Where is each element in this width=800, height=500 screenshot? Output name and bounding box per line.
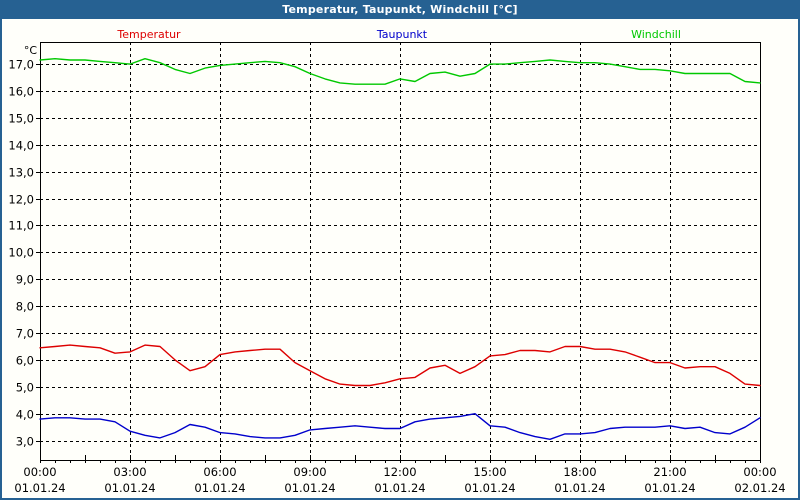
x-tick-date-label: 01.01.24 — [644, 481, 695, 495]
y-tick-label: 16,0 — [8, 85, 34, 99]
x-tick-date-label: 01.01.24 — [194, 481, 245, 495]
x-tick-date-label: 01.01.24 — [104, 481, 155, 495]
y-tick-label: 13,0 — [8, 166, 34, 180]
y-tick-label: 3,0 — [16, 435, 34, 449]
y-tick-label: 4,0 — [16, 408, 34, 422]
y-tick-label: 7,0 — [16, 327, 34, 341]
y-tick-label: 6,0 — [16, 354, 34, 368]
series-line-temperatur — [39, 344, 761, 387]
x-tick-date-label: 01.01.24 — [374, 481, 425, 495]
legend-item-temperatur: Temperatur — [117, 28, 181, 41]
series-line-windchill — [39, 58, 761, 85]
x-tick-time-label: 03:00 — [113, 465, 146, 479]
y-tick-label: 8,0 — [16, 300, 34, 314]
x-tick-date-label: 01.01.24 — [464, 481, 515, 495]
series-line-taupunkt — [39, 413, 761, 440]
page-title: Temperatur, Taupunkt, Windchill [°C] — [282, 3, 518, 16]
y-tick-label: 5,0 — [16, 381, 34, 395]
x-tick-time-label: 12:00 — [383, 465, 416, 479]
window-titlebar: Temperatur, Taupunkt, Windchill [°C] — [2, 2, 798, 19]
y-tick-label: 12,0 — [8, 193, 34, 207]
plot-frame — [40, 42, 761, 461]
x-tick-time-label: 15:00 — [473, 465, 506, 479]
y-tick-label: 14,0 — [8, 139, 34, 153]
x-tick-time-label: 00:00 — [23, 465, 56, 479]
y-tick-label: 11,0 — [8, 219, 34, 233]
y-axis-unit-label: °C — [23, 44, 37, 57]
x-tick-time-label: 09:00 — [293, 465, 326, 479]
x-tick-date-label: 01.01.24 — [554, 481, 605, 495]
x-tick-date-label: 01.01.24 — [14, 481, 65, 495]
legend-item-taupunkt: Taupunkt — [376, 28, 428, 41]
x-tick-date-label: 01.01.24 — [284, 481, 335, 495]
legend-item-windchill: Windchill — [631, 28, 681, 41]
y-tick-label: 10,0 — [8, 246, 34, 260]
y-tick-label: 17,0 — [8, 58, 34, 72]
x-tick-date-label: 02.01.24 — [734, 481, 785, 495]
y-tick-label: 15,0 — [8, 112, 34, 126]
y-tick-label: 9,0 — [16, 273, 34, 287]
x-tick-time-label: 06:00 — [203, 465, 236, 479]
x-tick-time-label: 00:00 — [743, 465, 776, 479]
x-tick-time-label: 21:00 — [653, 465, 686, 479]
x-tick-time-label: 18:00 — [563, 465, 596, 479]
